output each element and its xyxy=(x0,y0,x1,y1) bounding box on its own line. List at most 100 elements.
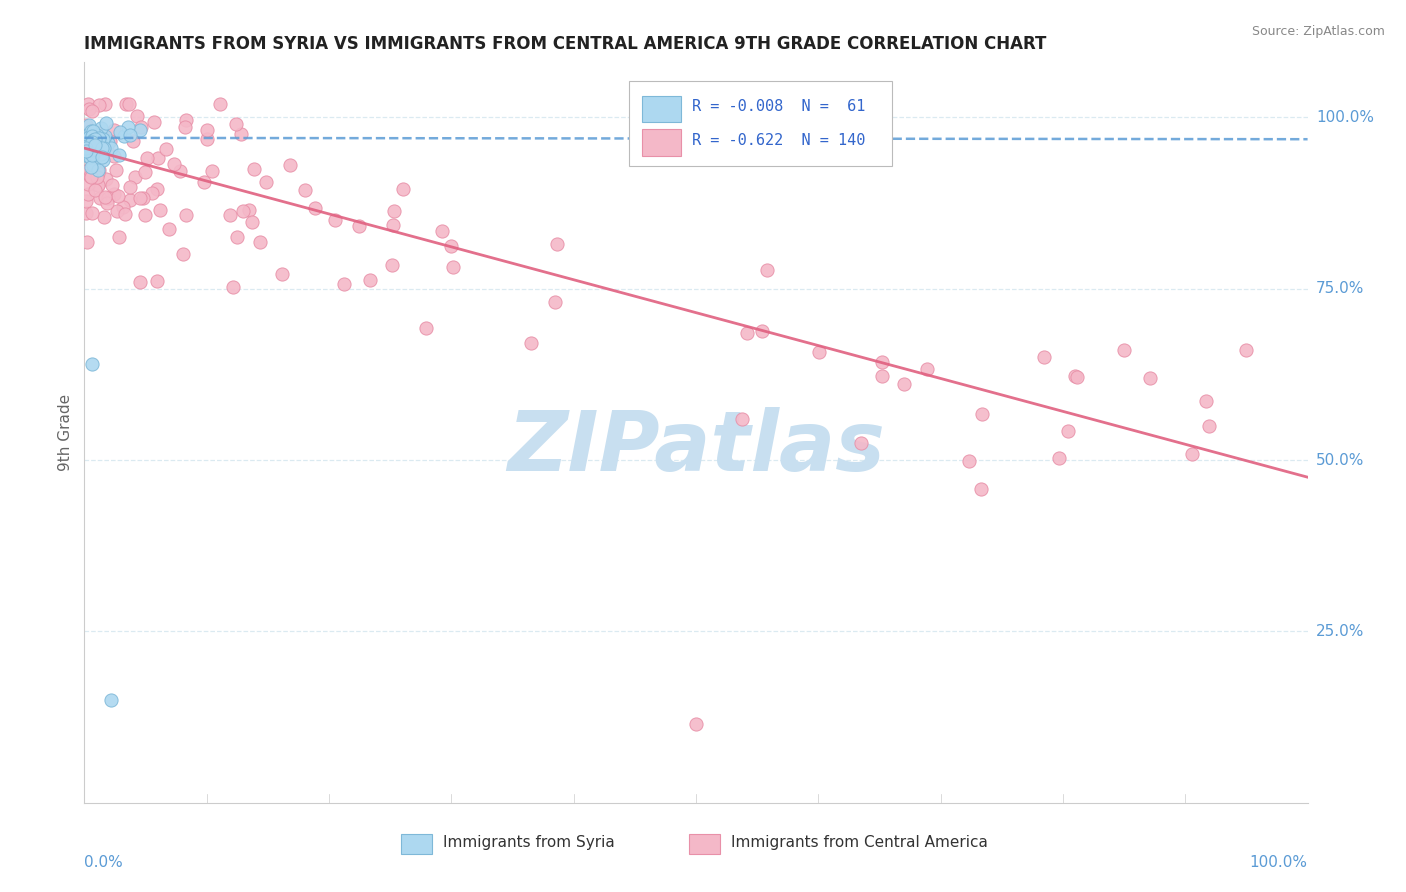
Point xyxy=(201,163,224,178)
Point xyxy=(222,280,245,294)
Point xyxy=(80,141,103,155)
Point xyxy=(89,130,111,145)
Point xyxy=(84,140,107,154)
Point xyxy=(271,267,294,281)
Point xyxy=(117,96,139,111)
Point xyxy=(86,170,108,185)
Point xyxy=(118,180,141,194)
Point xyxy=(87,162,110,177)
Point xyxy=(79,145,101,159)
Point xyxy=(915,362,938,376)
Point xyxy=(278,158,301,172)
Point xyxy=(96,196,118,211)
Point xyxy=(1198,419,1220,434)
Point xyxy=(1181,447,1204,461)
Point xyxy=(751,325,773,339)
Point xyxy=(82,148,104,162)
Text: 100.0%: 100.0% xyxy=(1250,855,1308,870)
Point xyxy=(685,717,707,731)
Point xyxy=(136,152,159,166)
Point xyxy=(76,96,98,111)
Point xyxy=(83,131,105,145)
Point xyxy=(90,120,112,135)
Point xyxy=(86,166,108,180)
Point xyxy=(240,214,263,228)
Point xyxy=(117,120,139,134)
Point xyxy=(225,117,247,131)
Point xyxy=(82,128,104,142)
Text: Immigrants from Syria: Immigrants from Syria xyxy=(443,836,614,850)
Point xyxy=(103,123,125,137)
Point xyxy=(82,133,104,147)
Point xyxy=(76,162,98,177)
Point xyxy=(75,134,97,148)
Point xyxy=(1057,425,1080,439)
Point xyxy=(225,230,247,244)
Point xyxy=(103,187,125,202)
Point xyxy=(1047,451,1070,466)
Point xyxy=(441,260,464,274)
Point xyxy=(93,129,115,144)
Point xyxy=(87,97,110,112)
Point xyxy=(96,134,118,148)
Point xyxy=(83,140,105,154)
Text: 100.0%: 100.0% xyxy=(1316,110,1374,125)
Point xyxy=(381,258,404,272)
Point xyxy=(83,134,105,148)
Point xyxy=(80,161,103,175)
Point xyxy=(86,129,108,144)
Point xyxy=(349,219,371,233)
Point xyxy=(146,152,169,166)
Point xyxy=(969,482,991,496)
Point xyxy=(80,206,103,220)
Point xyxy=(243,162,266,177)
Point xyxy=(232,203,254,218)
Point xyxy=(193,175,215,189)
Point xyxy=(89,191,111,205)
Point xyxy=(359,273,381,287)
Point xyxy=(94,116,117,130)
Point xyxy=(90,150,112,164)
Point xyxy=(333,277,356,291)
Point xyxy=(1033,350,1056,364)
Point xyxy=(172,247,194,261)
Point xyxy=(382,203,405,218)
Point xyxy=(75,144,97,158)
Point xyxy=(105,204,128,219)
Point xyxy=(80,149,103,163)
Point xyxy=(101,178,124,193)
Point xyxy=(77,119,100,133)
Point xyxy=(134,208,156,222)
Point xyxy=(169,164,191,178)
Point xyxy=(294,182,316,196)
Point xyxy=(808,344,831,359)
Point xyxy=(83,138,105,153)
Point xyxy=(75,205,97,219)
Point xyxy=(159,221,181,235)
Point xyxy=(84,136,107,151)
Point xyxy=(100,141,122,155)
Point xyxy=(430,224,453,238)
Point xyxy=(249,235,271,250)
Point xyxy=(174,208,197,222)
Point xyxy=(1236,343,1258,358)
Point xyxy=(82,136,104,150)
Point xyxy=(93,140,115,154)
Point xyxy=(1066,369,1088,384)
Point xyxy=(97,191,120,205)
Point xyxy=(134,165,156,179)
Point xyxy=(129,120,152,134)
Point xyxy=(195,132,218,146)
Point xyxy=(124,169,146,184)
Point xyxy=(75,147,97,161)
Point xyxy=(77,186,100,201)
Point xyxy=(82,124,104,138)
Y-axis label: 9th Grade: 9th Grade xyxy=(58,394,73,471)
Point xyxy=(219,209,242,223)
Point xyxy=(254,175,277,189)
Point xyxy=(84,133,107,147)
Point xyxy=(75,118,97,132)
Point xyxy=(872,368,894,383)
Point xyxy=(174,120,197,134)
Point xyxy=(391,182,413,196)
